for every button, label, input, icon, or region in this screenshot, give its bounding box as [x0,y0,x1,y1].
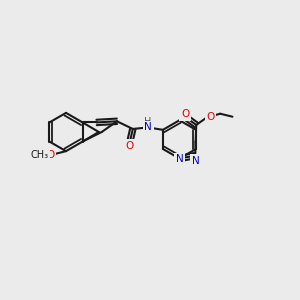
Text: O: O [46,150,55,160]
Text: CH₃: CH₃ [30,150,48,160]
Text: H: H [144,117,152,127]
Text: N: N [192,156,200,166]
Text: O: O [181,109,189,119]
Text: O: O [206,112,215,122]
Text: N: N [144,122,152,132]
Text: N: N [176,154,183,164]
Text: O: O [126,141,134,151]
